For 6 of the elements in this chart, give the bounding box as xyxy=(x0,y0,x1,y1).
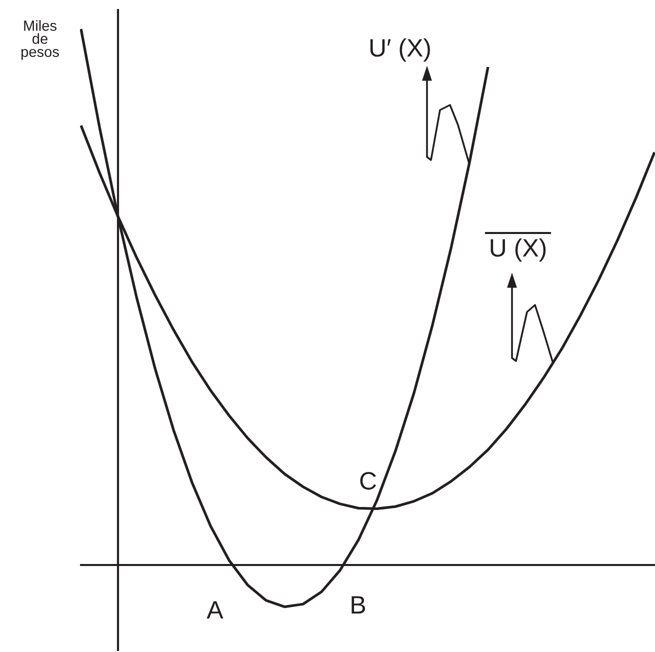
annotation: B xyxy=(352,596,366,614)
legend-label: U (X) xyxy=(490,238,546,262)
annotation: A xyxy=(206,601,224,618)
y-axis-title: Miles de pesos xyxy=(21,20,59,60)
annotation: C xyxy=(360,472,376,490)
text: U′ (X) xyxy=(370,38,430,62)
